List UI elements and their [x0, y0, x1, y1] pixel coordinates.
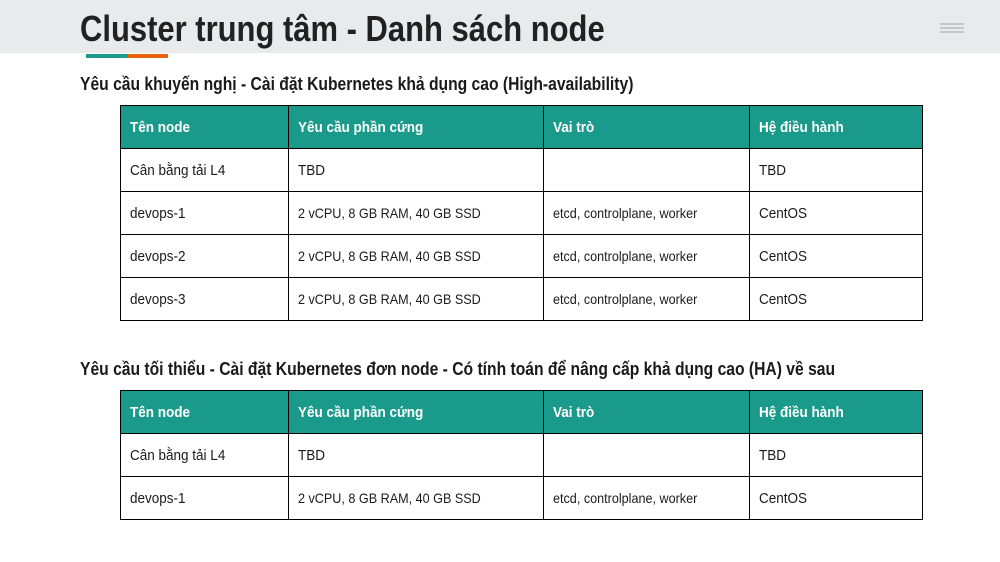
- cell-text: etcd, controlplane, worker: [553, 248, 698, 264]
- table-row: devops-3 2 vCPU, 8 GB RAM, 40 GB SSD etcd,…: [120, 277, 923, 321]
- column-header: Vai trò: [543, 105, 750, 149]
- table-cell: etcd, controlplane, worker: [543, 191, 750, 235]
- cell-text: TBD: [759, 161, 786, 179]
- table-cell: 2 vCPU, 8 GB RAM, 40 GB SSD: [288, 277, 544, 321]
- column-header: Vai trò: [543, 390, 750, 434]
- cell-text: 2 vCPU, 8 GB RAM, 40 GB SSD: [298, 490, 481, 506]
- table-cell: TBD: [749, 148, 923, 192]
- column-header: Hệ điều hành: [749, 105, 923, 149]
- hamburger-icon[interactable]: [940, 23, 964, 35]
- cell-text: devops-1: [130, 489, 186, 507]
- table-row: devops-1 2 vCPU, 8 GB RAM, 40 GB SSD etcd,…: [120, 476, 923, 520]
- recommended-nodes-table: Tên node Yêu cầu phần cứng Vai trò Hệ điều …: [120, 105, 923, 321]
- table-cell: devops-3: [120, 277, 289, 321]
- table-cell: CentOS: [749, 191, 923, 235]
- cell-text: devops-3: [130, 290, 186, 308]
- table-cell: devops-1: [120, 476, 289, 520]
- minimum-nodes-table: Tên node Yêu cầu phần cứng Vai trò Hệ điều …: [120, 390, 923, 520]
- cell-text: etcd, controlplane, worker: [553, 205, 698, 221]
- table-cell: 2 vCPU, 8 GB RAM, 40 GB SSD: [288, 234, 544, 278]
- table-cell: 2 vCPU, 8 GB RAM, 40 GB SSD: [288, 191, 544, 235]
- slide-header: [0, 0, 1000, 53]
- table-cell: 2 vCPU, 8 GB RAM, 40 GB SSD: [288, 476, 544, 520]
- table-cell: Cân bằng tải L4: [120, 148, 289, 192]
- table-row: Cân bằng tải L4 TBD TBD: [120, 148, 923, 192]
- column-header: Yêu cầu phần cứng: [288, 390, 544, 434]
- column-header-label: Vai trò: [553, 118, 595, 136]
- column-header-label: Yêu cầu phần cứng: [298, 118, 424, 136]
- table-cell: TBD: [288, 433, 544, 477]
- column-header: Tên node: [120, 105, 289, 149]
- column-header: Yêu cầu phần cứng: [288, 105, 544, 149]
- table-cell: etcd, controlplane, worker: [543, 476, 750, 520]
- cell-text: TBD: [759, 446, 786, 464]
- table-header-row: Tên node Yêu cầu phần cứng Vai trò Hệ điều …: [120, 390, 923, 434]
- table-cell: devops-2: [120, 234, 289, 278]
- cell-text: devops-1: [130, 204, 186, 222]
- column-header: Tên node: [120, 390, 289, 434]
- section-heading-recommended: Yêu cầu khuyến nghị - Cài đặt Kubernetes…: [80, 74, 634, 94]
- cell-text: TBD: [298, 446, 325, 464]
- table-header-row: Tên node Yêu cầu phần cứng Vai trò Hệ điều …: [120, 105, 923, 149]
- table-cell: [543, 148, 750, 192]
- table-cell: CentOS: [749, 476, 923, 520]
- table-cell: TBD: [288, 148, 544, 192]
- table-cell: etcd, controlplane, worker: [543, 277, 750, 321]
- cell-text: etcd, controlplane, worker: [553, 291, 698, 307]
- page-title: Cluster trung tâm - Danh sách node: [80, 8, 605, 49]
- cell-text: CentOS: [759, 290, 808, 308]
- cell-text: CentOS: [759, 204, 808, 222]
- column-header: Hệ điều hành: [749, 390, 923, 434]
- cell-text: Cân bằng tải L4: [130, 161, 226, 179]
- table-cell: [543, 433, 750, 477]
- table-cell: etcd, controlplane, worker: [543, 234, 750, 278]
- cell-text: Cân bằng tải L4: [130, 446, 226, 464]
- table-cell: devops-1: [120, 191, 289, 235]
- cell-text: devops-2: [130, 247, 186, 265]
- column-header-label: Hệ điều hành: [759, 118, 844, 136]
- cell-text: CentOS: [759, 489, 808, 507]
- table-row: devops-1 2 vCPU, 8 GB RAM, 40 GB SSD etcd,…: [120, 191, 923, 235]
- table-cell: CentOS: [749, 277, 923, 321]
- column-header-label: Tên node: [130, 118, 191, 136]
- accent-bar-teal: [86, 54, 127, 58]
- table-cell: CentOS: [749, 234, 923, 278]
- table-cell: Cân bằng tải L4: [120, 433, 289, 477]
- column-header-label: Tên node: [130, 403, 191, 421]
- table-row: Cân bằng tải L4 TBD TBD: [120, 433, 923, 477]
- cell-text: TBD: [298, 161, 325, 179]
- cell-text: 2 vCPU, 8 GB RAM, 40 GB SSD: [298, 291, 481, 307]
- section-heading-minimum: Yêu cầu tối thiểu - Cài đặt Kubernetes đ…: [80, 359, 836, 379]
- column-header-label: Vai trò: [553, 403, 595, 421]
- cell-text: CentOS: [759, 247, 808, 265]
- column-header-label: Yêu cầu phần cứng: [298, 403, 424, 421]
- column-header-label: Hệ điều hành: [759, 403, 844, 421]
- accent-bar-orange: [127, 54, 168, 58]
- table-row: devops-2 2 vCPU, 8 GB RAM, 40 GB SSD etcd,…: [120, 234, 923, 278]
- cell-text: etcd, controlplane, worker: [553, 490, 698, 506]
- cell-text: 2 vCPU, 8 GB RAM, 40 GB SSD: [298, 205, 481, 221]
- table-cell: TBD: [749, 433, 923, 477]
- cell-text: 2 vCPU, 8 GB RAM, 40 GB SSD: [298, 248, 481, 264]
